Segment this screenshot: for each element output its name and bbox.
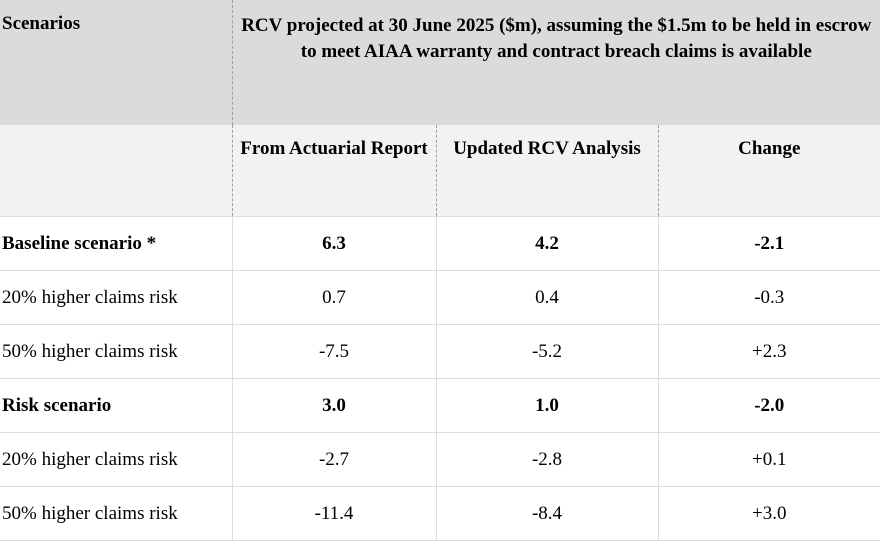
- scenario-label: 50% higher claims risk: [0, 486, 232, 541]
- scenarios-header: Scenarios: [0, 0, 232, 125]
- updated-value: -5.2: [435, 324, 658, 379]
- actuarial-value: 0.7: [231, 270, 436, 325]
- actuarial-value: -2.7: [231, 432, 436, 487]
- table-row: 50% higher claims risk -7.5 -5.2 +2.3: [0, 324, 881, 379]
- table-row: 50% higher claims risk -11.4 -8.4 +3.0: [0, 486, 881, 541]
- updated-value: 1.0: [435, 378, 658, 433]
- change-value: -2.0: [657, 378, 881, 433]
- actuarial-value: 3.0: [231, 378, 436, 433]
- column-header-updated: Updated RCV Analysis: [435, 125, 658, 217]
- rcv-header: RCV projected at 30 June 2025 ($m), assu…: [231, 0, 881, 125]
- actuarial-value: -11.4: [231, 486, 436, 541]
- actuarial-value: -7.5: [231, 324, 436, 379]
- change-value: +2.3: [657, 324, 881, 379]
- scenario-label: 20% higher claims risk: [0, 432, 232, 487]
- updated-value: -2.8: [435, 432, 658, 487]
- actuarial-value: 6.3: [231, 216, 436, 271]
- subheader-row: From Actuarial Report Updated RCV Analys…: [0, 125, 881, 217]
- change-value: +3.0: [657, 486, 881, 541]
- scenario-label: 50% higher claims risk: [0, 324, 232, 379]
- scenario-label: 20% higher claims risk: [0, 270, 232, 325]
- column-header-actuarial: From Actuarial Report: [231, 125, 436, 217]
- subheader-empty-cell: [0, 125, 232, 217]
- change-value: -0.3: [657, 270, 881, 325]
- updated-value: 0.4: [435, 270, 658, 325]
- change-value: -2.1: [657, 216, 881, 271]
- updated-value: -8.4: [435, 486, 658, 541]
- scenario-label: Baseline scenario *: [0, 216, 232, 271]
- table-row: 20% higher claims risk -2.7 -2.8 +0.1: [0, 432, 881, 487]
- table-row: 20% higher claims risk 0.7 0.4 -0.3: [0, 270, 881, 325]
- column-header-change: Change: [657, 125, 881, 217]
- table-row: Risk scenario 3.0 1.0 -2.0: [0, 378, 881, 433]
- header-row: Scenarios RCV projected at 30 June 2025 …: [0, 0, 881, 125]
- table-row: Baseline scenario * 6.3 4.2 -2.1: [0, 216, 881, 271]
- scenario-label: Risk scenario: [0, 378, 232, 433]
- updated-value: 4.2: [435, 216, 658, 271]
- change-value: +0.1: [657, 432, 881, 487]
